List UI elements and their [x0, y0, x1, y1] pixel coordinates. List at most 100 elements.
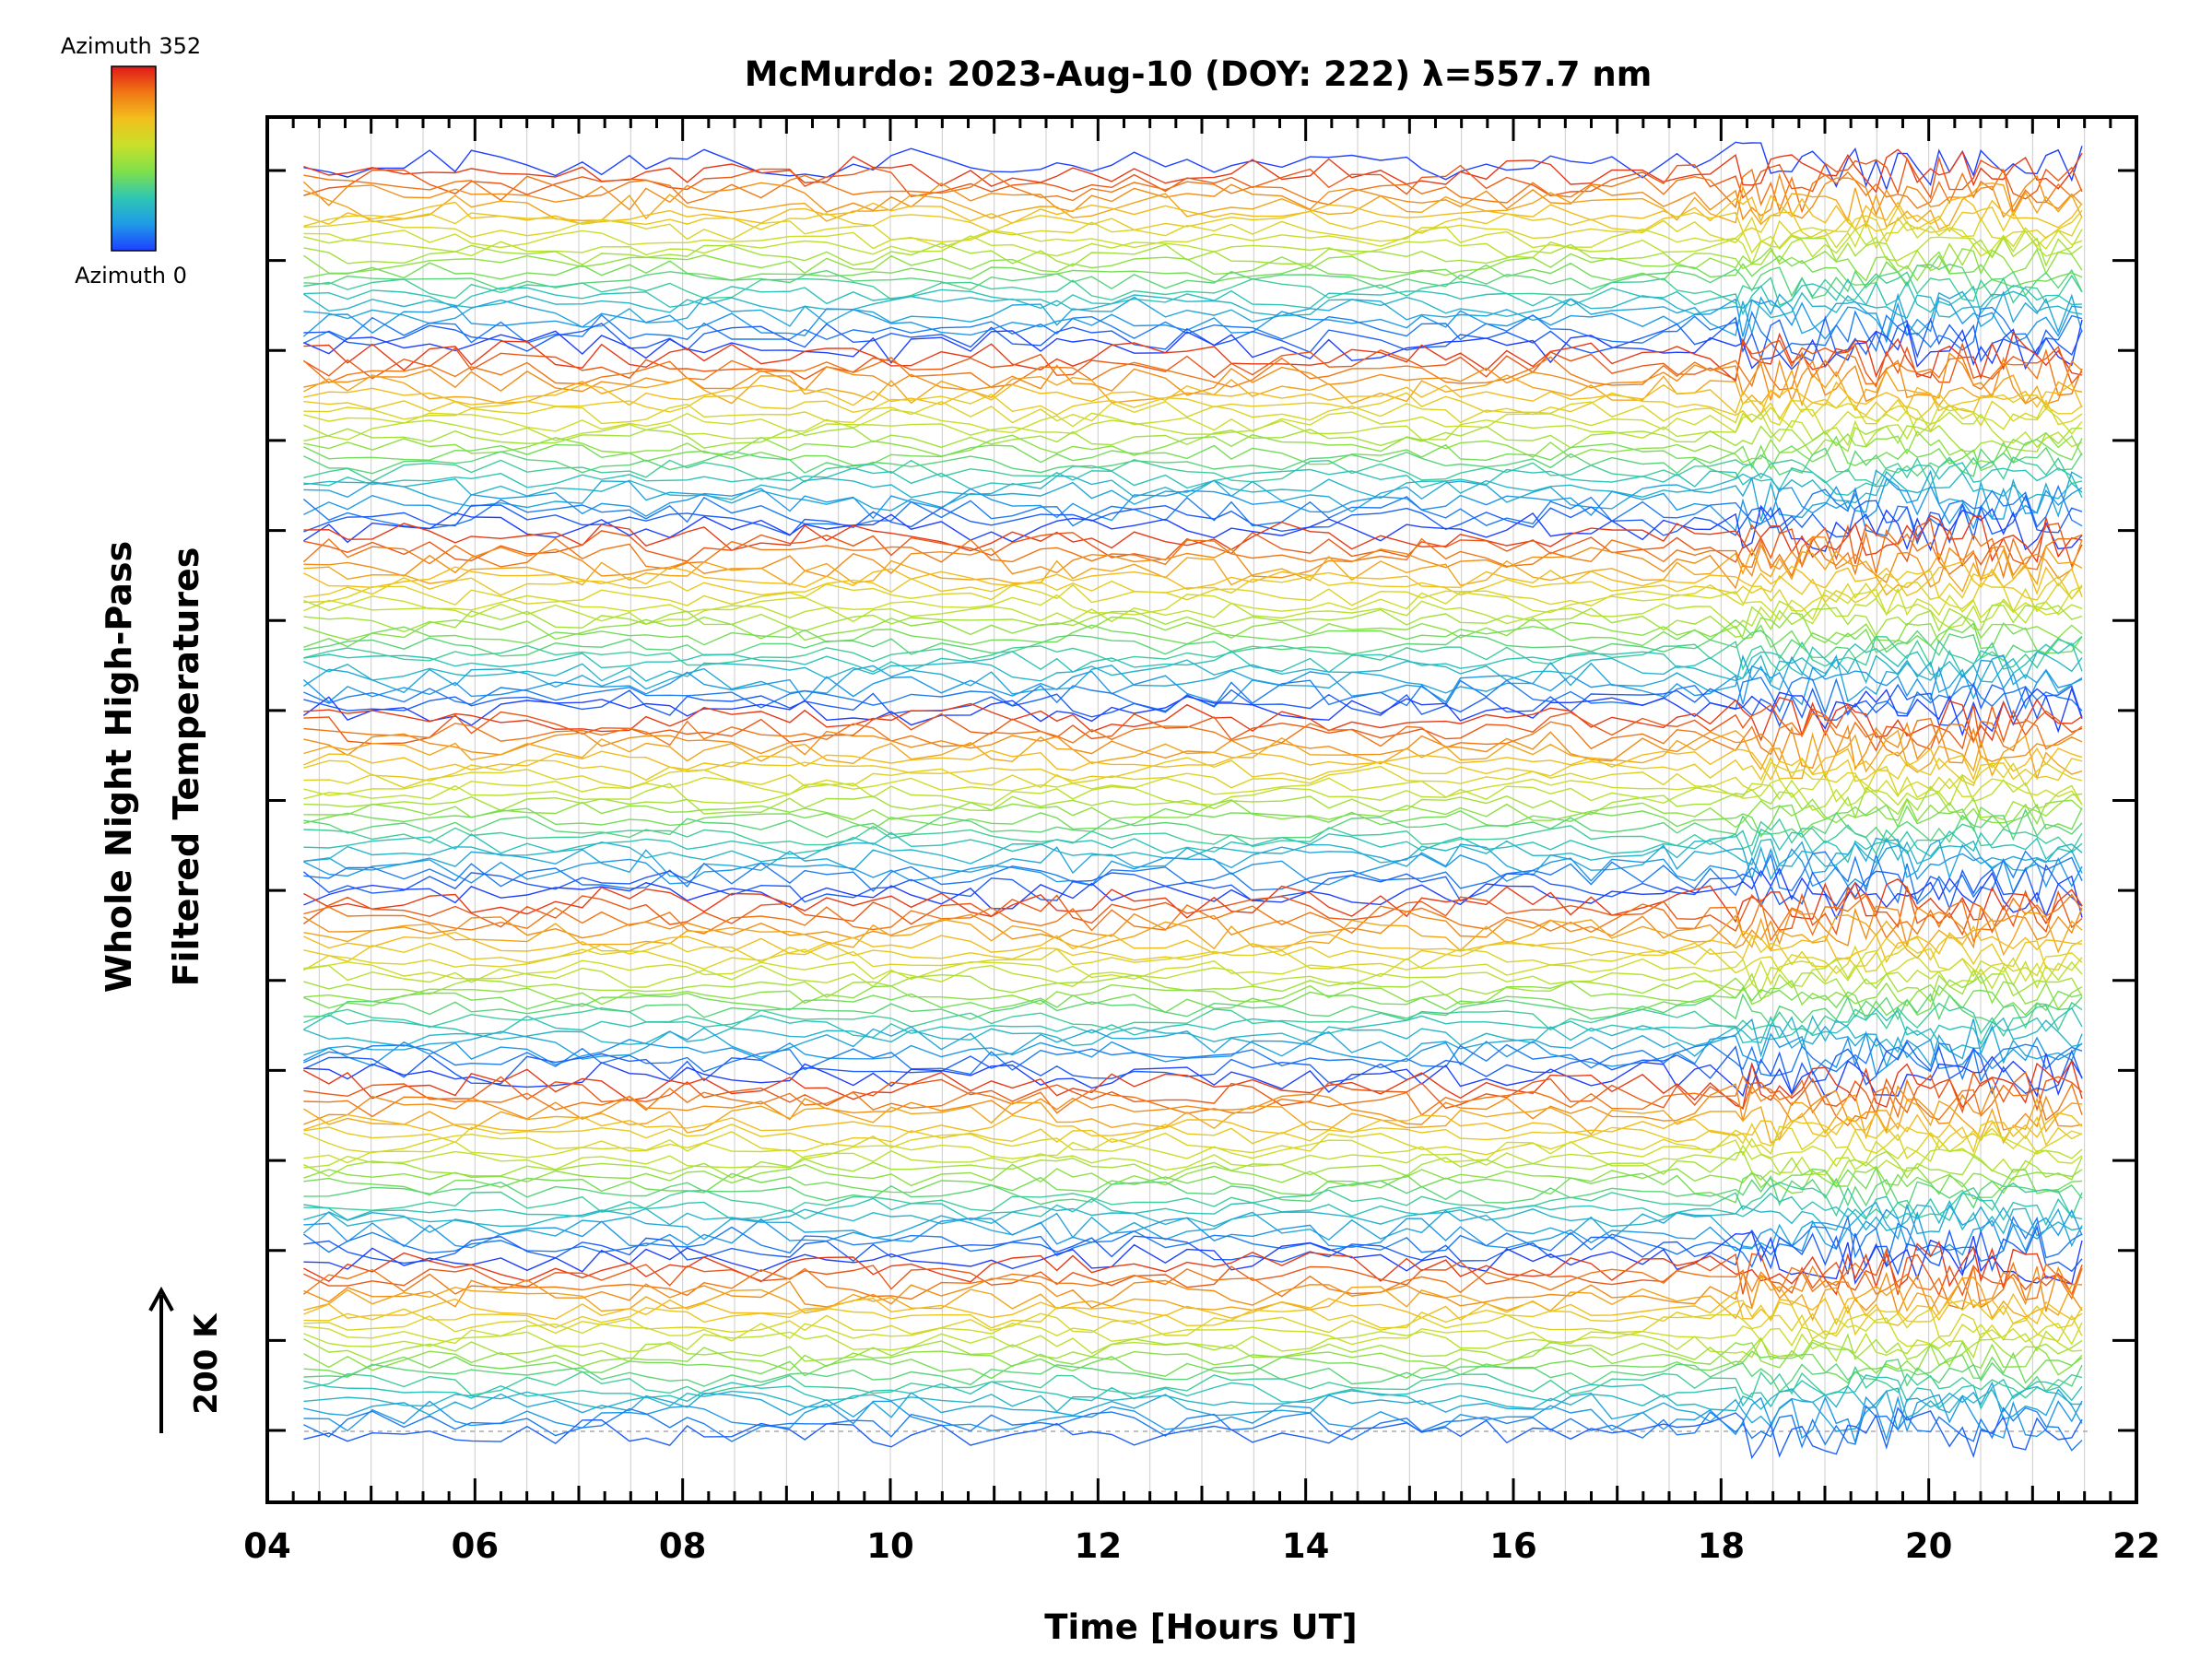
- series-line: [303, 1333, 2083, 1367]
- scale-bar-label: 200 K: [188, 1312, 225, 1415]
- series-line: [303, 1133, 2083, 1168]
- series-line: [303, 844, 2083, 895]
- series-line: [303, 254, 2083, 288]
- series-line: [302, 529, 2083, 580]
- azimuth-bottom-label: Azimuth 0: [75, 263, 187, 288]
- y-axis-label-line1: Whole Night High-Pass: [99, 541, 139, 993]
- scale-bar: 200 K: [148, 1286, 225, 1433]
- series-line: [303, 290, 2083, 339]
- series-line: [303, 747, 2083, 782]
- grid-layer: [304, 117, 2090, 1502]
- series-line: [303, 604, 2083, 638]
- series-line: [302, 1261, 2083, 1311]
- series-line: [303, 1001, 2083, 1038]
- series-line: [302, 1214, 2083, 1268]
- series-line: [303, 1208, 2083, 1258]
- series-line: [303, 1299, 2083, 1336]
- tick-labels: 04 06 08 10 12 14 16 18 20 22: [243, 1526, 2160, 1566]
- series-line: [303, 469, 2083, 522]
- series-line: [303, 141, 2083, 192]
- series-line: [303, 808, 2083, 843]
- series-line: [302, 1201, 2083, 1251]
- x-tick-label: 04: [243, 1526, 291, 1566]
- series-line: [303, 761, 2083, 796]
- series-line: [303, 837, 2083, 882]
- series-line: [303, 1385, 2083, 1419]
- series-line: [303, 424, 2083, 456]
- series-line: [303, 1125, 2083, 1159]
- series-line: [303, 456, 2083, 488]
- series-line: [303, 1359, 2083, 1394]
- series-line: [303, 1199, 2083, 1237]
- traces-layer: [302, 141, 2083, 1460]
- series-line: [303, 774, 2083, 811]
- series-line: [303, 1174, 2083, 1210]
- series-line: [303, 1225, 2083, 1276]
- azimuth-legend: Azimuth 352 Azimuth 0: [61, 33, 201, 288]
- series-line: [303, 1274, 2083, 1322]
- x-tick-label: 22: [2112, 1526, 2160, 1566]
- series-line: [303, 339, 2083, 388]
- series-line: [303, 1230, 2083, 1286]
- series-line: [303, 641, 2083, 680]
- series-line: [303, 818, 2083, 855]
- series-line: [303, 1240, 2083, 1296]
- series-line: [303, 206, 2083, 240]
- series-line: [303, 703, 2083, 752]
- series-line: [303, 331, 2083, 382]
- y-axis-label-line2: Filtered Temperatures: [166, 547, 206, 987]
- series-line: [303, 1094, 2083, 1145]
- series-line: [303, 306, 2083, 358]
- series-line: [303, 392, 2083, 423]
- series-line: [303, 944, 2083, 977]
- series-line: [303, 264, 2083, 300]
- series-line: [303, 462, 2083, 499]
- series-line: [303, 290, 2083, 319]
- series-line: [303, 1247, 2083, 1298]
- series-line: [303, 797, 2083, 829]
- series-line: [303, 1350, 2083, 1384]
- series-line: [303, 446, 2083, 479]
- series-line: [303, 1150, 2083, 1185]
- series-line: [303, 519, 2083, 569]
- series-line: [303, 1163, 2083, 1194]
- series-line: [303, 545, 2083, 596]
- series-line: [303, 1059, 2083, 1109]
- series-line: [303, 368, 2083, 412]
- series-line: [303, 215, 2083, 248]
- series-line: [303, 597, 2083, 629]
- series-line: [303, 653, 2083, 702]
- series-line: [303, 957, 2083, 994]
- series-line: [303, 236, 2083, 272]
- series-line: [303, 405, 2083, 437]
- series-line: [303, 771, 2083, 806]
- series-line: [303, 381, 2083, 416]
- series-line: [302, 659, 2083, 710]
- series-line: [303, 912, 2083, 959]
- series-line: [303, 582, 2083, 614]
- series-line: [303, 155, 2083, 200]
- series-line: [303, 470, 2083, 504]
- series-line: [303, 803, 2083, 839]
- series-line: [303, 1030, 2083, 1077]
- x-tick-label: 08: [659, 1526, 707, 1566]
- series-line: [303, 893, 2083, 943]
- series-line: [303, 1340, 2083, 1376]
- series-line: [303, 1329, 2083, 1359]
- series-line: [303, 1112, 2083, 1142]
- series-line: [303, 1041, 2083, 1096]
- axes-layer: [265, 115, 2138, 1504]
- x-tick-label: 10: [866, 1526, 914, 1566]
- series-line: [303, 1317, 2083, 1347]
- series-line: [303, 1265, 2083, 1316]
- series-line: [303, 246, 2083, 282]
- series-line: [303, 1381, 2083, 1433]
- series-line: [303, 399, 2083, 432]
- series-line: [303, 949, 2083, 986]
- series-line: [303, 828, 2083, 864]
- scale-bar-arrowhead: [148, 1286, 174, 1312]
- series-line: [303, 1144, 2083, 1176]
- series-line: [303, 1182, 2083, 1219]
- series-line: [303, 712, 2083, 757]
